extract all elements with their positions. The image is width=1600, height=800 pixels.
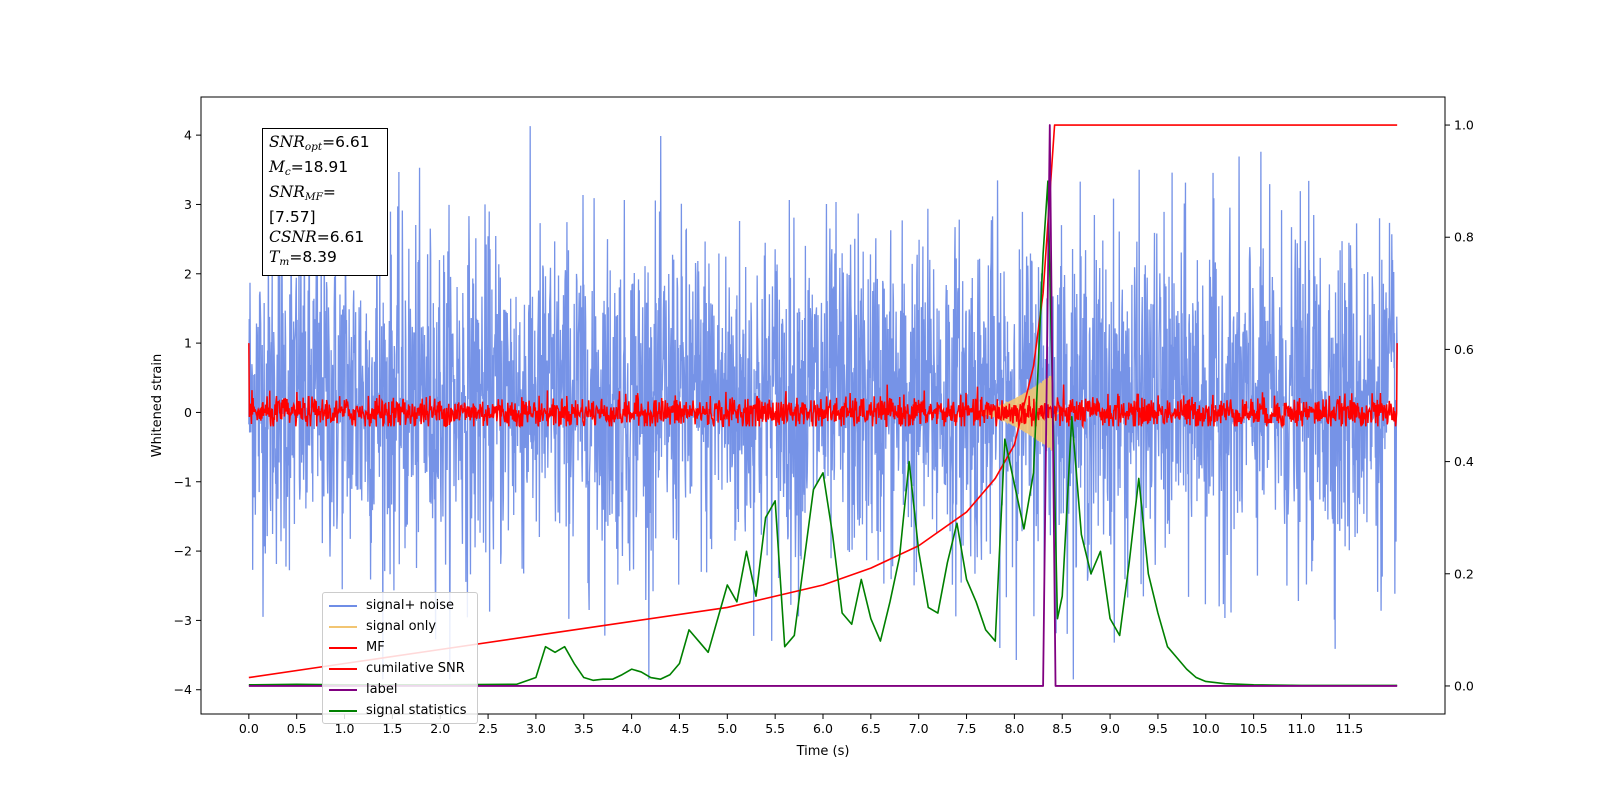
x-tick-label: 9.5	[1148, 721, 1168, 736]
y-right-tick-label: 0.4	[1454, 454, 1474, 469]
x-tick-label: 11.5	[1335, 721, 1363, 736]
y-left-tick-label: −1	[174, 474, 192, 489]
y-right-tick-label: 0.0	[1454, 678, 1474, 693]
x-tick-label: 7.0	[909, 721, 929, 736]
legend-swatch	[329, 667, 357, 670]
annotation-tm: Tm=8.39	[269, 248, 337, 268]
legend-label: label	[366, 682, 398, 697]
y-right-tick-label: 0.8	[1454, 230, 1474, 245]
legend-swatch	[329, 604, 357, 607]
x-tick-label: 4.0	[622, 721, 642, 736]
legend-swatch	[329, 709, 357, 712]
y-right-tick-label: 0.6	[1454, 342, 1474, 357]
x-tick-label: 1.0	[335, 721, 355, 736]
x-tick-label: 2.5	[478, 721, 498, 736]
x-tick-label: 6.5	[861, 721, 881, 736]
y-right-tick-label: 0.2	[1454, 566, 1474, 581]
y-left-tick-label: −3	[174, 613, 192, 628]
x-tick-label: 2.0	[430, 721, 450, 736]
x-axis-label: Time (s)	[796, 744, 850, 759]
y-left-tick-label: −4	[174, 682, 192, 697]
series-signal-statistics-line	[248, 180, 1398, 687]
x-tick-label: 5.0	[717, 721, 737, 736]
x-tick-label: 0.5	[287, 721, 307, 736]
annotation-mc: Mc=18.91	[269, 158, 349, 178]
y-axis-label: Whitened strain	[150, 354, 165, 457]
series-mf-line	[248, 343, 1398, 430]
axes-layer: 0.0 0.5 1.0 1.5 2.0 2.5 3.0 3.5 4.0 4.5 5.0 5.5 6.0 6…	[174, 118, 1474, 736]
x-tick-label: 9.0	[1100, 721, 1120, 736]
y-left-tick-label: −2	[174, 544, 192, 559]
x-tick-label: 5.5	[765, 721, 785, 736]
legend-entry-mf: MF	[329, 637, 471, 658]
y-left-tick-label: 0	[184, 405, 192, 420]
x-tick-label: 7.5	[957, 721, 977, 736]
legend-entry-cumulative-snr: cumilative SNR	[329, 658, 471, 679]
annotation-snr-opt-value: 6.61	[335, 133, 370, 151]
x-tick-label: 4.5	[670, 721, 690, 736]
y-left-tick-label: 3	[184, 197, 192, 212]
legend: signal+ noise signal only MF cumilative …	[322, 592, 478, 724]
annotation-box: SNRopt=6.61 Mc=18.91 SNRMF=[7.57] CSNR=6…	[262, 128, 388, 276]
legend-label: signal+ noise	[366, 598, 455, 613]
annotation-csnr: CSNR=6.61	[269, 228, 365, 246]
x-tick-label: 10.0	[1192, 721, 1220, 736]
x-tick-label: 10.5	[1240, 721, 1268, 736]
x-tick-label: 3.0	[526, 721, 546, 736]
legend-entry-signal-only: signal only	[329, 616, 471, 637]
legend-label: cumilative SNR	[366, 661, 465, 676]
x-tick-label: 3.5	[574, 721, 594, 736]
x-tick-label: 1.5	[382, 721, 402, 736]
legend-swatch	[329, 625, 357, 628]
annotation-tm-value: 8.39	[302, 248, 337, 266]
y-left-tick-label: 4	[184, 128, 192, 143]
annotation-snr-mf-value: [7.57]	[269, 208, 316, 226]
x-tick-label: 11.0	[1288, 721, 1316, 736]
legend-swatch	[329, 688, 357, 691]
annotation-snr-mf: SNRMF=[7.57]	[269, 183, 336, 226]
legend-label: signal only	[366, 619, 437, 634]
x-tick-label: 6.0	[813, 721, 833, 736]
annotation-csnr-value: 6.61	[329, 228, 365, 246]
y-left-tick-label: 1	[184, 336, 192, 351]
legend-swatch	[329, 646, 357, 649]
x-tick-label: 0.0	[239, 721, 259, 736]
y-right-tick-label: 1.0	[1454, 118, 1474, 133]
annotation-mc-value: 18.91	[303, 158, 349, 176]
legend-entry-signal-statistics: signal statistics	[329, 700, 471, 721]
legend-entry-label: label	[329, 679, 471, 700]
x-tick-label: 8.5	[1052, 721, 1072, 736]
series-signal-noise-line	[248, 126, 1398, 680]
legend-entry-signal-noise: signal+ noise	[329, 595, 471, 616]
series-group	[248, 124, 1398, 687]
series-label-line	[248, 124, 1398, 687]
y-left-tick-label: 2	[184, 266, 192, 281]
legend-label: MF	[366, 640, 385, 655]
series-layer	[248, 124, 1398, 687]
legend-label: signal statistics	[366, 703, 467, 718]
annotation-snr-opt: SNRopt=6.61	[269, 133, 370, 153]
x-tick-label: 8.0	[1004, 721, 1024, 736]
